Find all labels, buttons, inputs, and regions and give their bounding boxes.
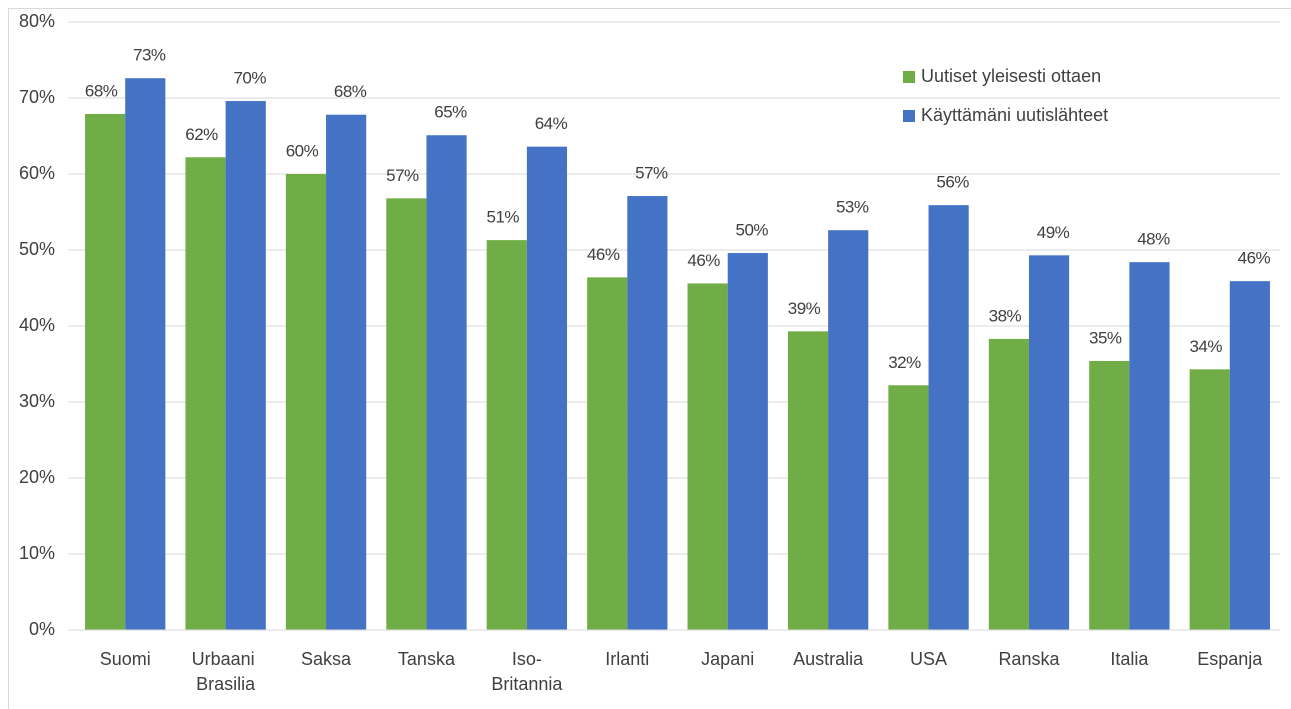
- bar: [888, 385, 929, 630]
- y-tick-label: 70%: [19, 87, 55, 107]
- data-label: 51%: [487, 208, 520, 227]
- bar: [426, 135, 467, 631]
- x-tick-label: Tanska: [398, 649, 456, 669]
- x-tick-label: Iso-Britannia: [491, 649, 563, 694]
- data-label: 39%: [788, 299, 821, 318]
- bar: [326, 114, 367, 631]
- data-label: 32%: [888, 353, 921, 372]
- data-label: 46%: [1238, 249, 1271, 268]
- chart-border: [8, 8, 1291, 709]
- data-label: 68%: [85, 81, 118, 100]
- data-label: 48%: [1137, 230, 1170, 249]
- data-label: 53%: [836, 198, 869, 217]
- y-tick-label: 80%: [19, 11, 55, 31]
- bar: [285, 174, 327, 630]
- data-label: 35%: [1089, 328, 1122, 347]
- legend-swatch: [903, 110, 915, 122]
- bar: [828, 230, 869, 631]
- x-tick-label: Espanja: [1197, 649, 1263, 669]
- x-tick-label: Saksa: [301, 649, 352, 669]
- bar: [727, 253, 768, 631]
- bar: [526, 146, 568, 630]
- x-tick-label: Irlanti: [605, 649, 649, 669]
- legend-label: Uutiset yleisesti ottaen: [921, 66, 1101, 86]
- bar: [1129, 262, 1170, 630]
- x-tick-label: Australia: [793, 649, 864, 669]
- bar: [225, 101, 266, 631]
- y-tick-label: 0%: [29, 619, 55, 639]
- y-tick-label: 10%: [19, 543, 55, 563]
- data-label: 46%: [587, 245, 620, 264]
- data-label: 46%: [687, 251, 720, 270]
- y-tick-label: 50%: [19, 239, 55, 259]
- data-label: 34%: [1189, 337, 1222, 356]
- data-label: 38%: [989, 306, 1022, 325]
- data-label: 57%: [386, 166, 419, 185]
- bar: [928, 205, 969, 630]
- bar: [587, 277, 628, 630]
- y-tick-label: 40%: [19, 315, 55, 335]
- bar: [85, 113, 126, 630]
- y-tick-label: 20%: [19, 467, 55, 487]
- x-tick-label: Italia: [1110, 649, 1149, 669]
- x-tick-label: Japani: [701, 649, 754, 669]
- bar: [1089, 360, 1130, 630]
- bar: [1189, 369, 1230, 630]
- x-tick-label: Suomi: [100, 649, 151, 669]
- data-label: 57%: [635, 164, 668, 183]
- data-label: 56%: [936, 173, 969, 192]
- data-label: 49%: [1037, 223, 1070, 242]
- x-tick-label: USA: [910, 649, 947, 669]
- y-tick-label: 60%: [19, 163, 55, 183]
- bar: [386, 198, 427, 630]
- bar: [687, 283, 728, 630]
- bar: [627, 196, 668, 631]
- x-tick-label: Urbaani Brasilia: [192, 649, 260, 694]
- bar: [125, 78, 166, 631]
- bar: [988, 338, 1029, 630]
- data-label: 50%: [736, 221, 769, 240]
- data-label: 68%: [334, 82, 367, 101]
- bar: [1229, 281, 1270, 630]
- data-label: 62%: [185, 125, 218, 144]
- data-label: 60%: [286, 141, 319, 160]
- bar: [486, 240, 527, 630]
- legend-swatch: [903, 71, 915, 83]
- x-tick-label: Ranska: [998, 649, 1060, 669]
- data-label: 73%: [133, 46, 166, 65]
- legend-label: Käyttämäni uutislähteet: [921, 105, 1108, 125]
- bar: [1028, 255, 1070, 630]
- data-label: 65%: [434, 103, 467, 122]
- data-label: 64%: [535, 114, 568, 133]
- y-tick-label: 30%: [19, 391, 55, 411]
- bar: [787, 331, 829, 630]
- data-label: 70%: [233, 69, 266, 88]
- bar: [185, 157, 226, 630]
